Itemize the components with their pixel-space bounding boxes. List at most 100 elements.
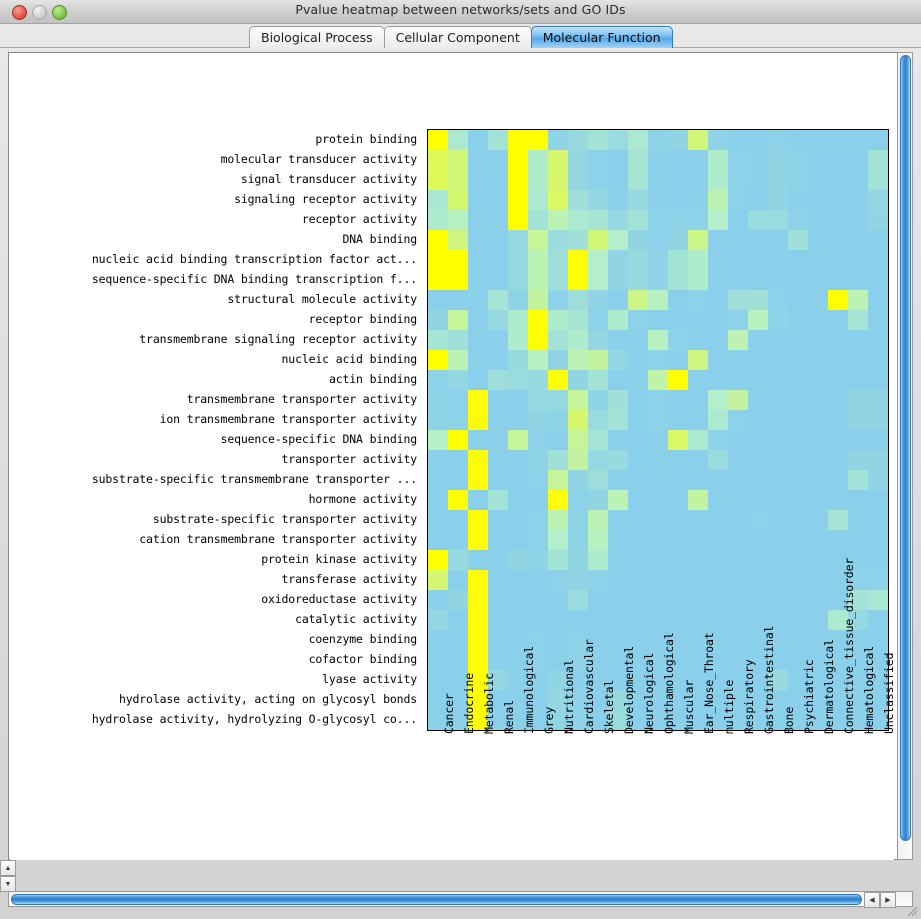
heatmap-cell[interactable]	[488, 610, 508, 630]
heatmap-cell[interactable]	[508, 550, 528, 570]
heatmap-cell[interactable]	[848, 610, 868, 630]
heatmap-cell[interactable]	[448, 290, 468, 310]
heatmap-cell[interactable]	[488, 390, 508, 410]
heatmap-cell[interactable]	[568, 330, 588, 350]
heatmap-cell[interactable]	[428, 310, 448, 330]
heatmap-cell[interactable]	[428, 590, 448, 610]
heatmap-cell[interactable]	[448, 590, 468, 610]
horizontal-scrollbar-thumb[interactable]	[11, 894, 862, 905]
heatmap-cell[interactable]	[588, 410, 608, 430]
heatmap-cell[interactable]	[428, 350, 448, 370]
heatmap-cell[interactable]	[728, 630, 748, 650]
heatmap-cell[interactable]	[688, 370, 708, 390]
heatmap-cell[interactable]	[528, 290, 548, 310]
heatmap-cell[interactable]	[808, 170, 828, 190]
heatmap-cell[interactable]	[428, 470, 448, 490]
heatmap-cell[interactable]	[728, 210, 748, 230]
heatmap-cell[interactable]	[788, 330, 808, 350]
heatmap-cell[interactable]	[648, 370, 668, 390]
heatmap-cell[interactable]	[628, 230, 648, 250]
heatmap-cell[interactable]	[828, 210, 848, 230]
heatmap-cell[interactable]	[528, 330, 548, 350]
heatmap-cell[interactable]	[748, 210, 768, 230]
heatmap-cell[interactable]	[768, 170, 788, 190]
heatmap-cell[interactable]	[768, 650, 788, 670]
heatmap-cell[interactable]	[588, 690, 608, 710]
heatmap-cell[interactable]	[508, 150, 528, 170]
heatmap-cell[interactable]	[688, 690, 708, 710]
heatmap-cell[interactable]	[868, 250, 888, 270]
heatmap-cell[interactable]	[868, 590, 888, 610]
heatmap-cell[interactable]	[568, 450, 588, 470]
heatmap-cell[interactable]	[468, 410, 488, 430]
heatmap-cell[interactable]	[648, 210, 668, 230]
heatmap-cell[interactable]	[608, 270, 628, 290]
heatmap-cell[interactable]	[628, 570, 648, 590]
heatmap-cell[interactable]	[848, 330, 868, 350]
heatmap-cell[interactable]	[488, 470, 508, 490]
heatmap-cell[interactable]	[848, 310, 868, 330]
heatmap-cell[interactable]	[428, 270, 448, 290]
heatmap-cell[interactable]	[508, 710, 528, 730]
heatmap-cell[interactable]	[668, 670, 688, 690]
heatmap-cell[interactable]	[788, 670, 808, 690]
heatmap-cell[interactable]	[648, 450, 668, 470]
heatmap-cell[interactable]	[868, 330, 888, 350]
heatmap-cell[interactable]	[808, 550, 828, 570]
heatmap-cell[interactable]	[588, 310, 608, 330]
heatmap-cell[interactable]	[428, 450, 448, 470]
heatmap-cell[interactable]	[748, 490, 768, 510]
heatmap-cell[interactable]	[568, 710, 588, 730]
heatmap-cell[interactable]	[868, 130, 888, 150]
heatmap-cell[interactable]	[868, 510, 888, 530]
heatmap-cell[interactable]	[548, 450, 568, 470]
heatmap-cell[interactable]	[768, 630, 788, 650]
heatmap-cell[interactable]	[648, 390, 668, 410]
heatmap-cell[interactable]	[468, 710, 488, 730]
heatmap-cell[interactable]	[568, 430, 588, 450]
heatmap-cell[interactable]	[608, 250, 628, 270]
heatmap-cell[interactable]	[488, 570, 508, 590]
heatmap-cell[interactable]	[668, 570, 688, 590]
heatmap-cell[interactable]	[648, 690, 668, 710]
heatmap-cell[interactable]	[848, 130, 868, 150]
heatmap-cell[interactable]	[708, 390, 728, 410]
resize-grip-icon[interactable]	[905, 904, 918, 917]
heatmap-cell[interactable]	[548, 590, 568, 610]
heatmap-cell[interactable]	[788, 230, 808, 250]
heatmap-cell[interactable]	[508, 310, 528, 330]
heatmap-cell[interactable]	[508, 250, 528, 270]
heatmap-cell[interactable]	[608, 210, 628, 230]
heatmap-cell[interactable]	[748, 710, 768, 730]
heatmap-cell[interactable]	[628, 510, 648, 530]
heatmap-cell[interactable]	[528, 710, 548, 730]
heatmap-cell[interactable]	[548, 350, 568, 370]
heatmap-cell[interactable]	[548, 130, 568, 150]
heatmap-cell[interactable]	[848, 530, 868, 550]
heatmap-cell[interactable]	[428, 550, 448, 570]
heatmap-cell[interactable]	[748, 610, 768, 630]
heatmap-cell[interactable]	[548, 390, 568, 410]
heatmap-cell[interactable]	[548, 290, 568, 310]
heatmap-cell[interactable]	[488, 550, 508, 570]
heatmap-cell[interactable]	[828, 650, 848, 670]
heatmap-cell[interactable]	[668, 590, 688, 610]
heatmap-cell[interactable]	[528, 150, 548, 170]
heatmap-cell[interactable]	[528, 270, 548, 290]
heatmap-cell[interactable]	[448, 630, 468, 650]
heatmap-cell[interactable]	[648, 290, 668, 310]
heatmap-cell[interactable]	[528, 630, 548, 650]
heatmap-cell[interactable]	[828, 450, 848, 470]
heatmap-cell[interactable]	[628, 370, 648, 390]
minimize-window-button[interactable]	[32, 5, 47, 20]
heatmap-cell[interactable]	[628, 250, 648, 270]
heatmap-cell[interactable]	[748, 350, 768, 370]
heatmap-cell[interactable]	[828, 570, 848, 590]
heatmap-cell[interactable]	[728, 350, 748, 370]
heatmap-cell[interactable]	[768, 670, 788, 690]
heatmap-cell[interactable]	[828, 230, 848, 250]
heatmap-cell[interactable]	[788, 510, 808, 530]
heatmap-cell[interactable]	[728, 670, 748, 690]
heatmap-cell[interactable]	[548, 170, 568, 190]
heatmap-cell[interactable]	[728, 170, 748, 190]
